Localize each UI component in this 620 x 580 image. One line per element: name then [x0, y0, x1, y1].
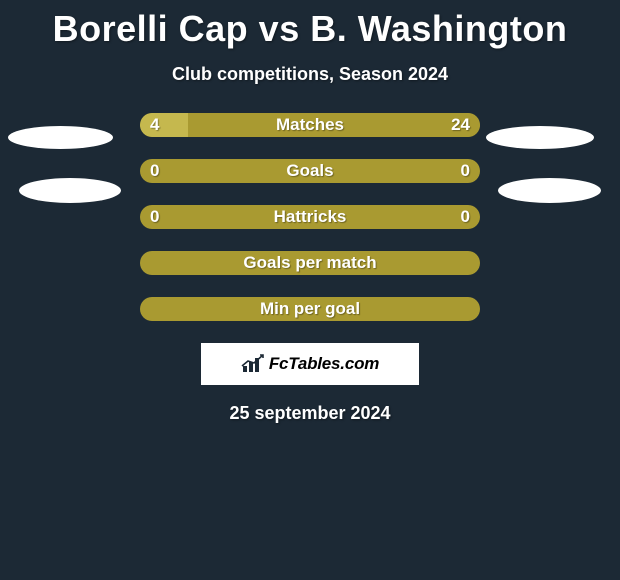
stat-label: Goals: [286, 161, 333, 181]
stat-bar: Matches 4 24: [140, 113, 480, 137]
stat-bar: Hattricks 0 0: [140, 205, 480, 229]
stat-bar: Goals 0 0: [140, 159, 480, 183]
brand-box: FcTables.com: [201, 343, 419, 385]
decorative-ellipse: [498, 178, 601, 203]
stat-row: Goals per match: [0, 251, 620, 275]
stat-label: Hattricks: [274, 207, 347, 227]
stat-value-right: 0: [461, 161, 470, 181]
stat-value-right: 24: [451, 115, 470, 135]
stat-bar: Goals per match: [140, 251, 480, 275]
bar-fill-left: [140, 113, 188, 137]
vs-separator: vs: [259, 8, 300, 49]
decorative-ellipse: [486, 126, 594, 149]
stat-value-left: 0: [150, 207, 159, 227]
stat-value-left: 4: [150, 115, 159, 135]
brand-text: FcTables.com: [269, 354, 379, 374]
page-title: Borelli Cap vs B. Washington: [0, 0, 620, 50]
decorative-ellipse: [19, 178, 121, 203]
decorative-ellipse: [8, 126, 113, 149]
stat-label: Goals per match: [243, 253, 376, 273]
player-a-name: Borelli Cap: [53, 8, 249, 49]
bar-chart-icon: [241, 354, 265, 374]
stat-row: Hattricks 0 0: [0, 205, 620, 229]
stat-row: Min per goal: [0, 297, 620, 321]
stat-label: Matches: [276, 115, 344, 135]
stat-value-right: 0: [461, 207, 470, 227]
page-subtitle: Club competitions, Season 2024: [0, 64, 620, 85]
player-b-name: B. Washington: [310, 8, 567, 49]
stat-bar: Min per goal: [140, 297, 480, 321]
stat-value-left: 0: [150, 161, 159, 181]
stat-label: Min per goal: [260, 299, 360, 319]
date-text: 25 september 2024: [0, 403, 620, 424]
